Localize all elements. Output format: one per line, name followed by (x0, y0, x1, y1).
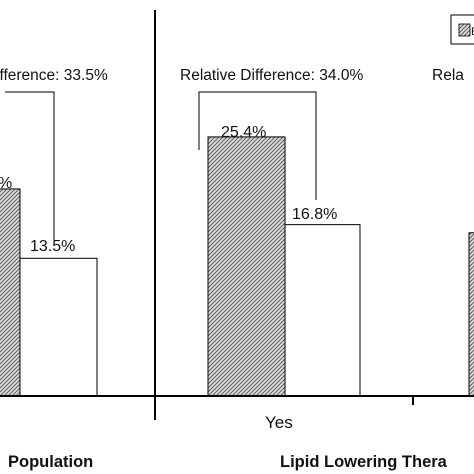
bar-group-2-series-2 (284, 224, 361, 397)
legend-swatch-hatched (458, 23, 471, 37)
connectors-layer (5, 91, 317, 240)
category-label-yes: Yes (265, 413, 293, 432)
value-label-g1-b2: 13.5% (30, 238, 75, 255)
bar-group-3-series-1 (468, 232, 474, 397)
legend-label-series-1: E (471, 26, 474, 38)
connector-group-1 (5, 91, 55, 240)
value-label-g2-b1: 25.4% (221, 124, 266, 141)
bars-layer (0, 136, 474, 397)
bar-group-1-series-1 (0, 188, 21, 397)
annotation-group-1: ifference: 33.5% (0, 67, 108, 84)
value-label-g2-b2: 16.8% (292, 206, 337, 223)
group-label-population: Population (8, 453, 93, 471)
connector-group-2 (198, 91, 317, 200)
annotation-group-3: Rela (432, 67, 464, 84)
annotation-group-2: Relative Difference: 34.0% (180, 67, 363, 84)
group-label-lipid-lowering: Lipid Lowering Thera (280, 453, 448, 471)
legend: E (450, 14, 474, 45)
bar-group-1-series-2 (19, 257, 98, 397)
value-label-g1-b1: % (0, 175, 12, 192)
bar-group-2-series-1 (207, 136, 286, 397)
